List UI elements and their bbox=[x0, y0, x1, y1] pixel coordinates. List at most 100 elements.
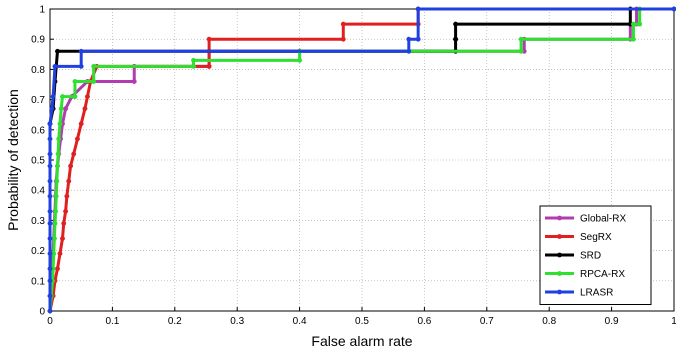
data-point bbox=[47, 121, 53, 127]
x-tick-label: 0.4 bbox=[293, 316, 307, 327]
data-point bbox=[47, 293, 53, 299]
data-point bbox=[297, 57, 303, 63]
data-point bbox=[637, 21, 643, 27]
data-point bbox=[671, 6, 676, 12]
data-point bbox=[47, 178, 53, 184]
legend-label: LRASR bbox=[580, 288, 613, 299]
data-point bbox=[47, 136, 53, 142]
data-point bbox=[78, 48, 84, 54]
data-point bbox=[84, 94, 90, 100]
series-group bbox=[47, 6, 676, 314]
legend-swatch-marker bbox=[557, 234, 562, 239]
y-tick-label: 1 bbox=[39, 5, 45, 16]
data-point bbox=[415, 36, 421, 42]
data-point bbox=[55, 163, 60, 169]
data-point bbox=[82, 106, 88, 112]
x-tick-label: 0.6 bbox=[417, 316, 431, 327]
data-point bbox=[60, 94, 65, 100]
data-point bbox=[406, 36, 412, 42]
data-point bbox=[58, 106, 64, 112]
data-point bbox=[406, 48, 412, 54]
data-point bbox=[66, 178, 72, 184]
data-point bbox=[57, 251, 63, 257]
data-point bbox=[55, 48, 60, 54]
x-tick-label: 0.5 bbox=[355, 316, 369, 327]
data-point bbox=[453, 21, 459, 27]
data-point bbox=[60, 236, 65, 241]
data-point bbox=[49, 106, 55, 112]
y-tick-label: 0 bbox=[39, 307, 45, 318]
data-point bbox=[91, 79, 97, 84]
data-point bbox=[68, 163, 74, 169]
y-tick-label: 0.7 bbox=[31, 95, 45, 106]
y-tick-label: 0.1 bbox=[31, 276, 45, 287]
data-point bbox=[50, 94, 56, 100]
data-point bbox=[47, 193, 53, 199]
data-point bbox=[51, 236, 57, 241]
data-point bbox=[72, 79, 78, 84]
x-tick-label: 0.2 bbox=[168, 316, 182, 327]
data-point bbox=[131, 79, 137, 84]
y-tick-label: 0.8 bbox=[31, 65, 45, 76]
data-point bbox=[57, 121, 63, 127]
data-point bbox=[91, 63, 97, 69]
x-tick-label: 1 bbox=[671, 316, 676, 327]
x-tick-label: 0.1 bbox=[105, 316, 119, 327]
data-point bbox=[61, 220, 67, 226]
y-tick-label: 0.4 bbox=[31, 186, 45, 197]
x-tick-label: 0.8 bbox=[542, 316, 556, 327]
data-point bbox=[47, 163, 53, 169]
data-point bbox=[52, 63, 58, 69]
data-point bbox=[47, 208, 53, 214]
data-point bbox=[47, 278, 53, 284]
data-point bbox=[52, 220, 58, 226]
data-point bbox=[55, 151, 61, 157]
data-point bbox=[630, 21, 636, 27]
data-point bbox=[191, 57, 196, 63]
legend-swatch-marker bbox=[557, 215, 562, 221]
series-lrasr bbox=[47, 6, 676, 314]
data-point bbox=[55, 266, 60, 272]
data-point bbox=[518, 36, 524, 42]
data-point bbox=[415, 6, 421, 12]
data-point bbox=[191, 63, 196, 69]
data-point bbox=[47, 220, 53, 226]
legend-label: RPCA-RX bbox=[580, 269, 625, 280]
data-point bbox=[206, 63, 212, 69]
data-point bbox=[56, 136, 62, 142]
y-tick-label: 0.2 bbox=[31, 246, 45, 257]
data-point bbox=[206, 36, 212, 42]
y-tick-label: 0.3 bbox=[31, 216, 45, 227]
x-tick-label: 0.7 bbox=[480, 316, 494, 327]
x-tick-label: 0.9 bbox=[605, 316, 619, 327]
data-point bbox=[47, 151, 53, 157]
data-point bbox=[72, 94, 78, 100]
data-point bbox=[63, 106, 69, 112]
y-axis-label: Probability of detection bbox=[5, 89, 21, 231]
data-point bbox=[47, 308, 53, 314]
data-point bbox=[340, 21, 346, 27]
y-tick-label: 0.6 bbox=[31, 125, 45, 136]
data-point bbox=[47, 266, 53, 272]
data-point bbox=[47, 251, 53, 257]
data-point bbox=[630, 36, 636, 42]
axis-ticks: 0 0.1 0.2 0.3 0.4 0.5 0.6 0.7 0.8 0.9 1 0 0.1 0.2 0.3 0… bbox=[31, 5, 676, 328]
data-point bbox=[340, 36, 346, 42]
data-point bbox=[53, 208, 59, 214]
legend-label: SegRX bbox=[580, 232, 612, 243]
data-point bbox=[71, 151, 77, 157]
data-point bbox=[75, 136, 80, 142]
legend-label: Global-RX bbox=[580, 214, 626, 225]
y-tick-label: 0.5 bbox=[31, 156, 45, 167]
data-point bbox=[518, 48, 524, 54]
legend-swatch-marker bbox=[557, 271, 562, 276]
x-tick-label: 0.3 bbox=[230, 316, 244, 327]
legend-swatch-marker bbox=[557, 289, 562, 295]
legend: Global-RX SegRX SRD RPCA-RX LRASR bbox=[539, 205, 652, 305]
legend-label: SRD bbox=[580, 251, 601, 262]
data-point bbox=[47, 236, 53, 241]
y-tick-label: 0.9 bbox=[31, 35, 45, 46]
data-point bbox=[53, 193, 59, 199]
data-point bbox=[453, 36, 459, 42]
data-point bbox=[63, 208, 69, 214]
